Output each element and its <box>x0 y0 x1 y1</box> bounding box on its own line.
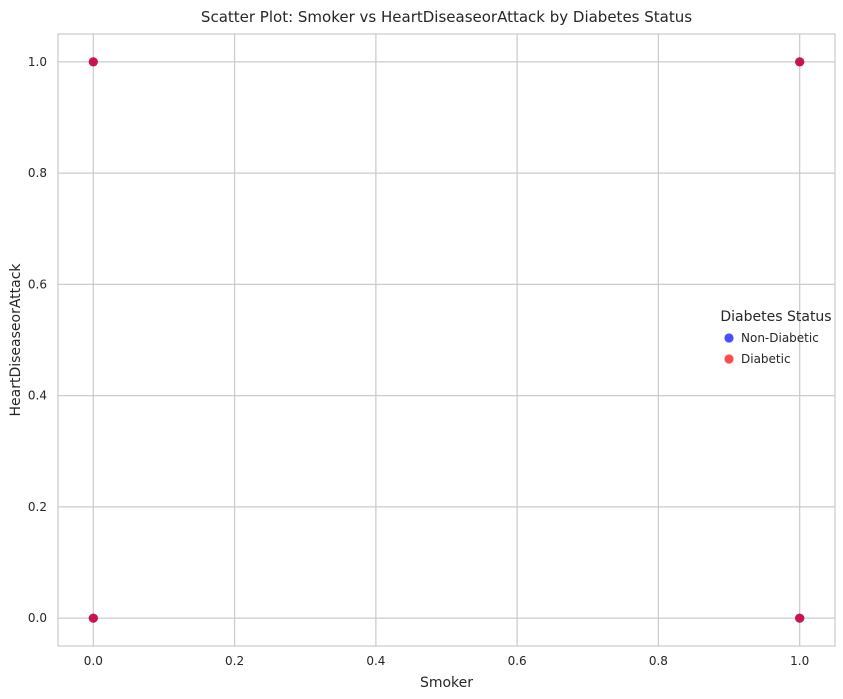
x-tick-label: 0.4 <box>366 654 385 668</box>
x-tick-label: 0.2 <box>225 654 244 668</box>
y-axis-title: HeartDiseaseorAttack <box>8 263 24 417</box>
y-tick-label: 0.6 <box>28 277 47 291</box>
x-axis-title: Smoker <box>420 675 473 691</box>
points-layer <box>88 57 805 623</box>
x-tick-label: 1.0 <box>790 654 809 668</box>
chart-title: Scatter Plot: Smoker vs HeartDiseaseorAt… <box>201 8 692 26</box>
y-tick-label: 0.8 <box>28 166 47 180</box>
legend-items: Non-Diabetic Diabetic <box>724 331 819 366</box>
x-tick-label: 0.0 <box>84 654 103 668</box>
legend-label-non-diabetic: Non-Diabetic <box>741 331 819 345</box>
legend-label-diabetic: Diabetic <box>741 352 791 366</box>
diabetic-point <box>88 57 98 67</box>
y-tick-label: 0.2 <box>28 500 47 514</box>
legend-marker-non-diabetic <box>724 333 734 343</box>
grid-layer <box>58 34 835 646</box>
diabetic-point <box>795 613 805 623</box>
y-tick-label: 0.0 <box>28 611 47 625</box>
y-tick-label: 0.4 <box>28 389 47 403</box>
tick-layer: 0.0 0.2 0.4 0.6 0.8 1.0 0.0 0.2 0.4 0.6 0.8 1.0 <box>28 55 809 668</box>
diabetic-point <box>795 57 805 67</box>
plot-frame <box>57 33 836 647</box>
y-tick-label: 1.0 <box>28 55 47 69</box>
x-tick-label: 0.8 <box>649 654 668 668</box>
x-tick-label: 0.6 <box>508 654 527 668</box>
legend-marker-diabetic <box>724 354 734 364</box>
legend: Diabetes Status Non-Diabetic Diabetic <box>720 309 831 366</box>
diabetic-point <box>88 613 98 623</box>
legend-title: Diabetes Status <box>720 309 831 325</box>
